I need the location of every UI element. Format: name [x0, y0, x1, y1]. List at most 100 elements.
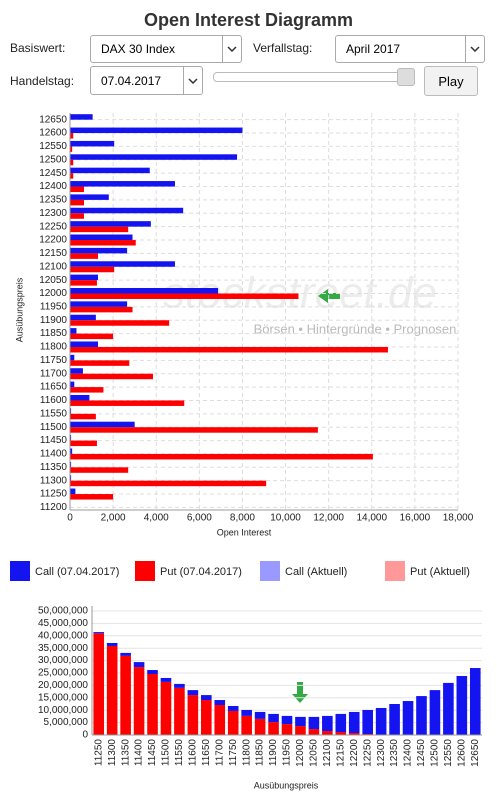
y-tick-label: 11850 [40, 328, 68, 339]
bar [402, 701, 414, 735]
y-tick-label: 10,000,000 [38, 705, 88, 716]
bar [322, 731, 333, 735]
bar [174, 683, 185, 688]
bar [70, 186, 85, 193]
handelstag-select[interactable]: 07.04.2017 [90, 66, 203, 95]
bar [201, 695, 212, 701]
y-tick-label: 12250 [39, 221, 67, 232]
bar [70, 133, 74, 139]
bar [443, 682, 454, 735]
x-tick-label: 12300 [376, 739, 387, 767]
verfallstag-select[interactable]: April 2017 [335, 35, 485, 63]
title: Open Interest Diagramm [143, 10, 354, 30]
basiswert-select[interactable]: DAX 30 Index [90, 35, 242, 63]
dropdown-arrow [183, 67, 202, 94]
x-tick-label: 12600 [456, 739, 467, 767]
handelstag-label: Handelstag: [10, 74, 75, 88]
x-tick-label: 12400 [403, 739, 414, 767]
y-tick-label: 11350 [40, 462, 68, 473]
bar [281, 715, 293, 725]
legend-label: Put (07.04.2017) [160, 566, 242, 578]
bar [456, 675, 468, 735]
bar [375, 707, 387, 735]
y-tick-label: 11900 [40, 315, 68, 326]
y-tick-label: 35,000,000 [38, 643, 88, 654]
bar [70, 114, 93, 120]
bar [70, 448, 73, 454]
x-tick-label: 11900 [268, 739, 279, 767]
y-tick-label: 11250 [40, 489, 68, 500]
bar [70, 461, 72, 468]
y-tick-label: 5,000,000 [44, 717, 89, 728]
bar [70, 494, 114, 500]
y-tick-label: 11550 [40, 408, 68, 419]
bar [70, 261, 175, 267]
bar [133, 662, 145, 668]
bar [93, 633, 105, 735]
bar [93, 632, 105, 634]
x-axis-label: Open Interest [217, 527, 272, 537]
y-tick-label: 20,000,000 [38, 680, 88, 691]
bar [106, 645, 118, 735]
x-tick-label: 11600 [188, 739, 199, 767]
dropdown-arrow [465, 36, 484, 62]
x-axis-label: Ausübungspreis [254, 780, 319, 790]
bar [70, 154, 238, 160]
x-tick-label: 11550 [174, 739, 185, 767]
x-tick-label: 11350 [120, 739, 131, 767]
play-button[interactable]: Play [424, 66, 478, 96]
bar [70, 333, 114, 340]
bar [70, 226, 129, 233]
bar [429, 690, 441, 735]
bar [70, 320, 170, 326]
bar [227, 710, 239, 735]
bar [362, 709, 373, 735]
x-tick-label: 11250 [93, 739, 104, 767]
x-tick-label: 11950 [282, 739, 293, 767]
slider-thumb[interactable] [397, 68, 415, 86]
bar [416, 696, 427, 735]
bar [322, 715, 333, 732]
bar [160, 677, 172, 682]
bar [70, 159, 74, 166]
x-tick-label: 12250 [362, 739, 373, 767]
y-tick-label: 12300 [39, 208, 67, 219]
bar [70, 475, 72, 481]
bar [70, 394, 90, 401]
bar [70, 301, 128, 307]
y-tick-label: 11750 [40, 355, 68, 366]
y-tick-label: 12000 [39, 288, 67, 299]
bar [70, 140, 115, 147]
bar [70, 274, 99, 281]
bar [469, 668, 481, 735]
legend-swatch [10, 561, 30, 581]
bar [70, 314, 96, 321]
bar [70, 368, 83, 374]
y-tick-label: 11500 [40, 422, 68, 433]
x-tick-label: 14,000 [356, 513, 387, 524]
bar [70, 480, 267, 487]
x-tick-label: 11750 [228, 739, 239, 767]
x-tick-label: 12100 [322, 739, 333, 767]
y-tick-label: 50,000,000 [38, 606, 88, 617]
x-tick-label: 10,000 [270, 513, 301, 524]
y-tick-label: 25,000,000 [38, 668, 88, 679]
bar [70, 234, 133, 241]
x-tick-label: 11450 [147, 739, 158, 767]
x-tick-label: 11800 [241, 739, 252, 767]
bar [70, 247, 128, 254]
y-tick-label: 11400 [40, 449, 68, 460]
legend-label: Call (07.04.2017) [35, 566, 119, 578]
y-tick-label: 12050 [39, 275, 67, 286]
bar [201, 700, 212, 735]
bar [70, 127, 243, 134]
y-tick-label: 12500 [39, 154, 67, 165]
verfallstag-value: April 2017 [346, 42, 401, 56]
bar [70, 167, 150, 174]
y-tick-label: 15,000,000 [38, 692, 88, 703]
y-tick-label: 12550 [39, 141, 67, 152]
y-tick-label: 12450 [39, 168, 67, 179]
bar [120, 655, 131, 735]
bar [70, 435, 72, 441]
y-tick-label: 12200 [39, 235, 67, 246]
